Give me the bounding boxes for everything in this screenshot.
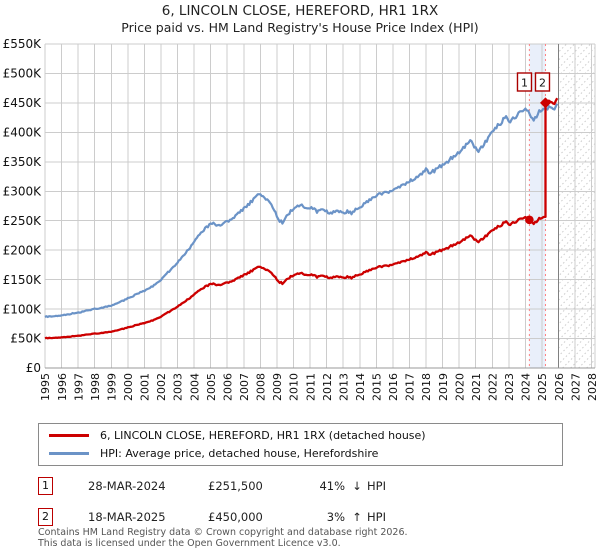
sale-1-flag	[516, 72, 533, 92]
transaction-1-badge: 1	[38, 477, 53, 495]
x-tick-label: 2014	[354, 373, 367, 401]
x-tick-label: 2008	[255, 373, 268, 401]
x-tick-label: 2016	[387, 373, 400, 401]
arrow-up-icon: ↑	[352, 510, 362, 524]
x-tick-label: 2028	[586, 373, 599, 401]
footer-line-1: Contains HM Land Registry data © Crown c…	[38, 527, 408, 538]
sale-2-marker	[539, 97, 551, 109]
x-tick-label: 2024	[520, 373, 533, 401]
legend-item-hpi: HPI: Average price, detached house, Here…	[39, 446, 562, 461]
x-tick-label: 1996	[56, 373, 69, 401]
property-line	[44, 97, 559, 340]
legend-item-property: 6, LINCOLN CLOSE, HEREFORD, HR1 1RX (det…	[39, 428, 562, 443]
y-tick-label: £0	[26, 361, 41, 375]
x-tick-label: 2017	[404, 373, 417, 401]
arrow-down-icon: ↓	[352, 479, 362, 493]
transaction-2-hpi-percent: 3%	[326, 510, 345, 524]
transaction-1-hpi-ref: HPI	[367, 479, 386, 493]
transaction-1-price: £251,500	[208, 479, 263, 493]
property-line-sample	[49, 434, 89, 437]
transaction-row-2: 2 18-MAR-2025 £450,000 3% ↑ HPI	[38, 507, 578, 527]
y-tick-label: £100K	[3, 302, 43, 316]
x-tick-label: 1997	[72, 373, 85, 401]
transaction-2-price: £450,000	[208, 510, 263, 524]
x-tick-label: 1999	[105, 373, 118, 401]
svg-text:2: 2	[539, 77, 546, 90]
transaction-2-badge: 2	[38, 508, 53, 526]
x-tick-label: 2005	[205, 373, 218, 401]
x-tick-label: 2027	[569, 373, 582, 401]
x-tick-label: 2001	[139, 373, 152, 401]
hpi-line	[44, 103, 559, 319]
y-tick-label: £400K	[3, 126, 43, 140]
svg-text:1: 1	[521, 77, 528, 90]
transaction-1-hpi-percent: 41%	[319, 479, 345, 493]
y-tick-label: £50K	[10, 332, 42, 346]
x-tick-label: 2000	[122, 373, 135, 401]
x-tick-label: 2002	[155, 373, 168, 401]
sale-2-flag	[534, 72, 551, 92]
y-tick-label: £250K	[3, 214, 43, 228]
y-tick-label: £300K	[3, 184, 43, 198]
y-tick-label: £200K	[3, 243, 43, 257]
hpi-line-sample	[49, 452, 89, 455]
x-tick-label: 2007	[238, 373, 251, 401]
license-footer: Contains HM Land Registry data © Crown c…	[38, 527, 408, 550]
page-title: 6, LINCOLN CLOSE, HEREFORD, HR1 1RX	[161, 3, 439, 19]
x-tick-label: 2004	[188, 373, 201, 401]
transaction-2-hpi-ref: HPI	[367, 510, 386, 524]
x-tick-label: 2015	[371, 373, 384, 401]
x-tick-label: 2011	[304, 373, 317, 401]
y-tick-label: £150K	[3, 273, 43, 287]
x-tick-label: 2012	[321, 373, 334, 401]
y-tick-label: £550K	[3, 37, 43, 51]
x-tick-label: 1995	[39, 373, 52, 401]
chart-legend: 6, LINCOLN CLOSE, HEREFORD, HR1 1RX (det…	[38, 423, 563, 466]
between-sales-band	[529, 44, 546, 368]
y-tick-label: £500K	[3, 67, 43, 81]
x-tick-label: 2009	[271, 373, 284, 401]
transaction-1-date: 28-MAR-2024	[88, 479, 166, 493]
x-tick-label: 2020	[453, 373, 466, 401]
sale-1-marker	[525, 215, 534, 225]
x-tick-label: 2023	[503, 373, 516, 401]
x-tick-label: 2003	[172, 373, 185, 401]
x-tick-label: 2026	[553, 373, 566, 401]
x-tick-label: 2010	[288, 373, 301, 401]
x-tick-label: 2019	[437, 373, 450, 401]
legend-label-hpi: HPI: Average price, detached house, Here…	[100, 447, 379, 460]
x-tick-label: 1998	[89, 373, 102, 401]
x-tick-label: 2013	[337, 373, 350, 401]
x-tick-label: 2022	[486, 373, 499, 401]
footer-line-2: This data is licensed under the Open Gov…	[38, 537, 341, 549]
transaction-row-1: 1 28-MAR-2024 £251,500 41% ↓ HPI	[38, 476, 578, 496]
legend-label-property: 6, LINCOLN CLOSE, HEREFORD, HR1 1RX (det…	[100, 429, 426, 442]
price-history-chart: 1 2 £0 £50K £100K £150K £200K £250K £300K £350K £4…	[3, 37, 599, 401]
page-subtitle: Price paid vs. HM Land Registry's House …	[121, 20, 479, 35]
transaction-2-date: 18-MAR-2025	[88, 510, 166, 524]
y-tick-label: £450K	[3, 96, 43, 110]
x-tick-label: 2021	[470, 373, 483, 401]
x-tick-label: 2006	[221, 373, 234, 401]
x-tick-label: 2018	[420, 373, 433, 401]
y-tick-label: £350K	[3, 155, 43, 169]
future-hatch	[558, 44, 595, 368]
x-tick-label: 2025	[536, 373, 549, 401]
